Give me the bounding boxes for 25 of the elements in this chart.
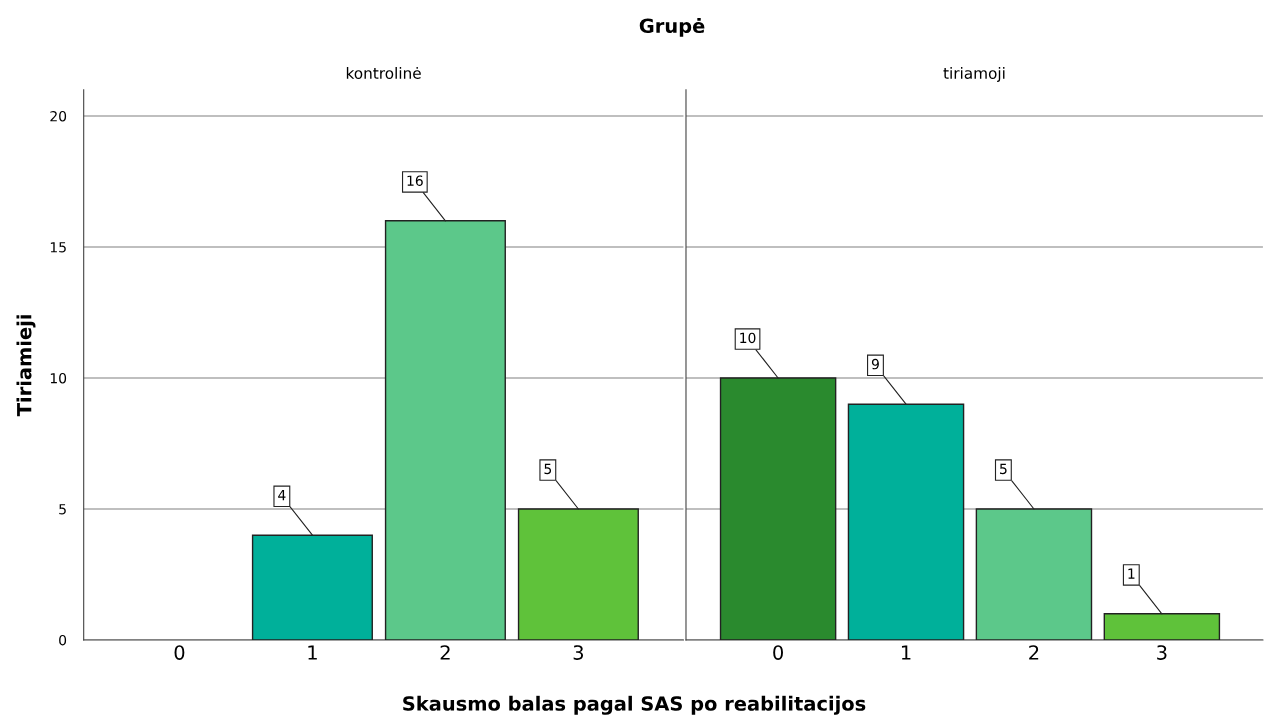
x-tick-label: 3	[1157, 645, 1167, 660]
x-tick-label: 1	[901, 645, 911, 660]
y-tick-label: 5	[59, 504, 66, 515]
x-tick-label: 0	[773, 645, 783, 660]
data-label: 4	[278, 490, 286, 501]
x-axis-title: Skausmo balas pagal SAS po reabilitacijos	[403, 695, 866, 715]
x-tick-label: 3	[573, 645, 584, 660]
x-tick-label: 2	[1029, 645, 1039, 660]
y-tick-label: 10	[50, 372, 67, 384]
chart-title: kontrolinė	[346, 67, 421, 79]
y-tick-label: 20	[50, 110, 67, 122]
y-axis-title: Tiriamieji	[16, 315, 36, 417]
data-label: 10	[740, 332, 756, 344]
x-tick-label: 1	[308, 645, 317, 660]
y-tick-label: 0	[59, 634, 67, 646]
chart-title: tiriamoji	[943, 67, 1005, 82]
text: Grupė	[639, 18, 705, 37]
x-tick-label: 2	[440, 645, 450, 660]
x-tick-label: 0	[174, 645, 185, 660]
data-label: 9	[871, 358, 879, 370]
data-label: 16	[407, 175, 423, 186]
data-label: 1	[1128, 568, 1135, 579]
data-label: 5	[1000, 463, 1007, 475]
y-tick-label: 15	[50, 242, 66, 253]
data-label: 5	[544, 463, 552, 475]
